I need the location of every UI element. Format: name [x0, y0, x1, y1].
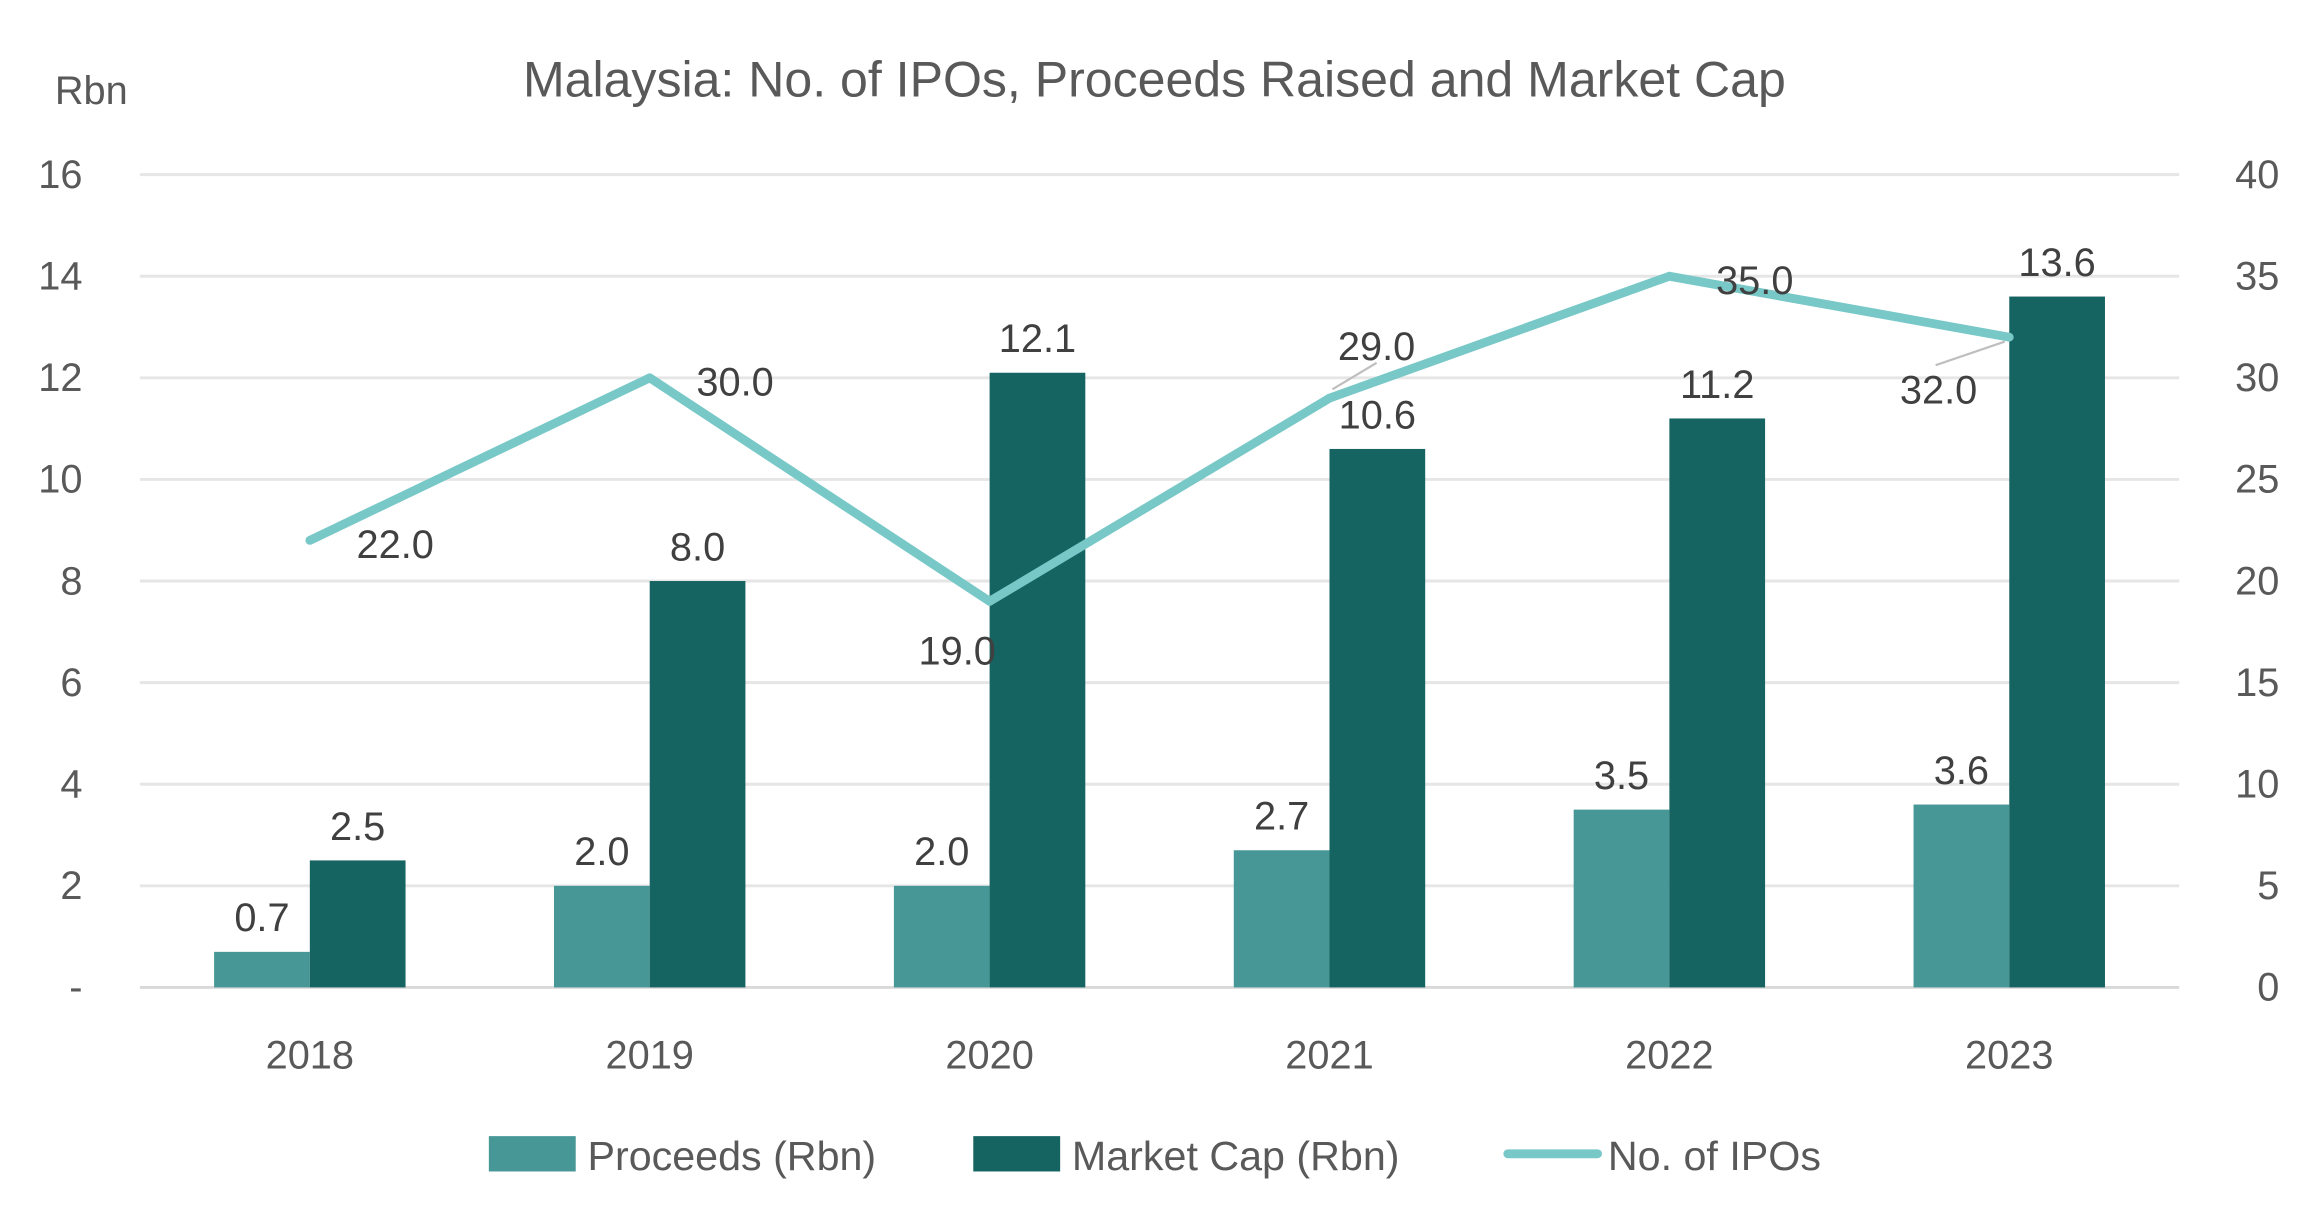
proceeds-label: 3.5 — [1594, 754, 1649, 798]
y-left-tick: 2 — [60, 864, 82, 908]
y-right-tick: 35 — [2235, 254, 2279, 298]
legend-swatch — [488, 1136, 576, 1172]
y-right-tick: 40 — [2235, 153, 2279, 197]
ipo-point — [1325, 393, 1334, 403]
ipo-point — [2004, 332, 2014, 342]
ipo-label: 22.0 — [357, 523, 434, 567]
y-right-tick: 5 — [2257, 864, 2279, 908]
ipo-label: 19.0 — [919, 630, 996, 674]
y-right-tick: 0 — [2257, 966, 2279, 1010]
y-right-tick: 10 — [2235, 762, 2279, 806]
proceeds-bar — [1233, 850, 1330, 988]
ipo-line — [307, 271, 2011, 606]
proceeds-bar — [893, 885, 990, 988]
leader-line — [1935, 340, 2006, 367]
market-cap-label: 2.5 — [330, 805, 385, 849]
proceeds-label: 2.7 — [1254, 795, 1309, 839]
ipo-point — [645, 373, 655, 383]
y-right-tick: 20 — [2235, 559, 2279, 603]
y-right-tick: 25 — [2235, 458, 2279, 502]
market-cap-label: 13.6 — [2018, 241, 2095, 285]
y-left-tick: 10 — [38, 458, 82, 502]
ipo-label: 35.0 — [1716, 259, 1793, 303]
legend-item: No. of IPOs — [1503, 1133, 1821, 1179]
proceeds-bar — [1573, 809, 1670, 988]
x-tick: 2020 — [945, 1033, 1033, 1077]
ipo-label: 30.0 — [696, 360, 773, 404]
market-cap-label: 8.0 — [670, 525, 725, 569]
y-right-tick: 15 — [2235, 661, 2279, 705]
y-left-tick: 14 — [38, 254, 82, 298]
market-cap-bar — [989, 372, 1086, 988]
y-left-tick: 6 — [60, 661, 82, 705]
legend-item: Market Cap (Rbn) — [973, 1133, 1399, 1179]
ipo-point — [985, 596, 995, 606]
y-left-tick: 16 — [38, 153, 82, 197]
leader-line — [1331, 361, 1378, 391]
proceeds-label: 2.0 — [914, 830, 969, 874]
y-axis-left-label: Rbn — [55, 69, 128, 113]
market-cap-bar — [1329, 448, 1426, 988]
legend-label: No. of IPOs — [1608, 1133, 1821, 1179]
market-cap-bar — [1669, 418, 1766, 988]
chart-title: Malaysia: No. of IPOs, Proceeds Raised a… — [523, 52, 1786, 108]
y-left-tick: 4 — [60, 762, 82, 806]
proceeds-bar — [554, 885, 650, 988]
market-cap-bar — [2009, 296, 2105, 988]
market-cap-label: 12.1 — [999, 317, 1076, 361]
proceeds-label: 3.6 — [1934, 749, 1989, 793]
ipo-label: 29.0 — [1338, 325, 1415, 369]
x-tick: 2018 — [266, 1033, 354, 1077]
y-left-tick: 8 — [60, 559, 82, 603]
x-tick: 2022 — [1625, 1033, 1713, 1077]
legend-swatch — [973, 1136, 1061, 1172]
y-right-tick: 30 — [2235, 356, 2279, 400]
y-left-tick: 12 — [38, 356, 82, 400]
market-cap-bar — [309, 860, 406, 988]
proceeds-bar — [1913, 804, 2010, 988]
legend-item: Proceeds (Rbn) — [488, 1133, 877, 1179]
ipo-point — [305, 535, 315, 545]
y-left-tick: - — [69, 966, 82, 1010]
market-cap-label: 10.6 — [1339, 393, 1416, 437]
ipo-label: 32.0 — [1900, 368, 1977, 412]
market-cap-bar — [649, 581, 746, 988]
proceeds-label: 0.7 — [234, 896, 289, 940]
ipo-point — [1664, 271, 1674, 281]
x-tick: 2021 — [1285, 1033, 1373, 1077]
x-tick: 2023 — [1965, 1033, 2053, 1077]
proceeds-bar — [214, 951, 310, 988]
proceeds-label: 2.0 — [574, 830, 629, 874]
legend-label: Market Cap (Rbn) — [1072, 1133, 1400, 1179]
legend-label: Proceeds (Rbn) — [588, 1133, 877, 1179]
market-cap-label: 11.2 — [1680, 363, 1754, 407]
x-tick: 2019 — [605, 1033, 693, 1077]
